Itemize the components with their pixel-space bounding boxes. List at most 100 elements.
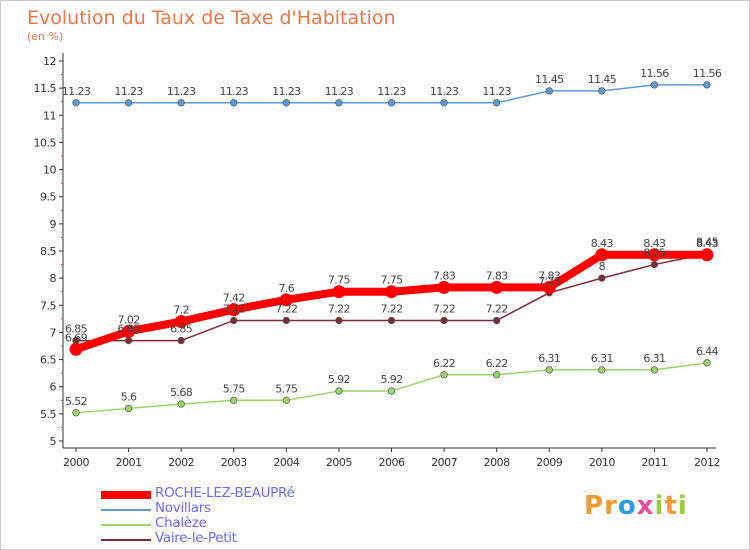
y-tick-label: 11 [43, 109, 56, 122]
data-point [650, 366, 659, 374]
data-point [440, 316, 448, 325]
y-tick-label: 5 [50, 435, 57, 448]
data-label: 11.23 [272, 85, 301, 98]
x-tick-label: 2010 [589, 456, 615, 469]
data-label: 7.6 [278, 282, 294, 295]
data-label: 5.6 [121, 390, 137, 403]
data-label: 7.83 [433, 269, 456, 282]
data-point [230, 99, 238, 107]
data-label: 7.22 [328, 302, 350, 315]
data-label: 8.43 [591, 237, 614, 250]
y-tick-label: 9 [50, 218, 57, 231]
data-label: 7.22 [223, 302, 245, 315]
data-point [124, 404, 133, 413]
data-label: 6.85 [65, 323, 88, 336]
data-label: 6.85 [170, 323, 193, 336]
logo-letter: i [677, 491, 688, 521]
data-point [387, 387, 396, 395]
data-label: 5.52 [65, 395, 87, 408]
data-label: 8.43 [696, 237, 719, 250]
data-point [493, 316, 501, 325]
x-tick-label: 2008 [484, 456, 510, 469]
data-label: 5.68 [170, 386, 193, 399]
data-point [230, 316, 238, 325]
data-point [335, 99, 343, 107]
x-tick-label: 2005 [326, 456, 352, 469]
legend-label: ROCHE-LEZ-BEAUPRé [155, 485, 295, 501]
data-point [230, 396, 238, 404]
data-label: 6.69 [65, 331, 88, 344]
data-label: 7.75 [380, 274, 403, 287]
y-axis-unit: (en %) [27, 30, 64, 43]
data-label: 11.23 [114, 85, 143, 98]
x-tick-label: 2009 [536, 456, 562, 469]
y-tick-label: 7.5 [40, 299, 56, 312]
data-point [282, 316, 290, 325]
data-label: 11.23 [430, 85, 459, 98]
data-point [493, 99, 501, 107]
data-point [440, 371, 448, 379]
data-point [177, 99, 185, 107]
data-point [490, 280, 504, 294]
data-point [700, 248, 714, 262]
data-label: 6.22 [486, 357, 508, 370]
data-point [72, 99, 80, 107]
x-tick-label: 2002 [168, 456, 194, 469]
data-point [595, 248, 609, 262]
logo: Proxiti [584, 491, 688, 521]
data-label: 6.31 [643, 352, 665, 365]
data-point [335, 387, 343, 395]
legend-label: Novillars [155, 500, 211, 516]
data-point [493, 371, 501, 379]
data-point [703, 81, 711, 89]
data-label: 7.83 [538, 269, 561, 282]
data-point [227, 303, 241, 317]
data-label: 6.22 [433, 357, 455, 370]
legend-swatch [101, 524, 151, 526]
data-point [332, 285, 346, 299]
data-point [703, 359, 711, 367]
legend-label: Chalèze [155, 515, 207, 531]
y-tick-label: 5.5 [40, 408, 56, 421]
x-tick-label: 2000 [63, 456, 89, 469]
data-label: 11.23 [220, 85, 249, 98]
logo-letter: x [636, 491, 655, 521]
data-point [124, 336, 133, 345]
legend-swatch [101, 509, 151, 511]
data-point [282, 396, 290, 404]
legend-swatch [101, 491, 151, 499]
data-label: 7.22 [275, 302, 297, 315]
data-point [72, 409, 80, 417]
data-label: 7.22 [433, 302, 455, 315]
data-point [647, 248, 661, 262]
data-point [598, 366, 606, 374]
data-point [437, 280, 451, 294]
data-label: 11.45 [588, 73, 617, 86]
chart-title: Evolution du Taux de Taxe d'Habitation [27, 7, 396, 29]
data-point [650, 81, 659, 89]
data-point [335, 316, 343, 325]
data-point [387, 316, 396, 325]
data-label: 7.42 [223, 292, 245, 305]
x-tick-label: 2004 [273, 456, 299, 469]
data-label: 6.85 [118, 323, 141, 336]
data-label: 7.22 [380, 302, 402, 315]
x-tick-label: 2001 [116, 456, 142, 469]
x-tick-label: 2007 [431, 456, 457, 469]
y-tick-label: 12 [43, 55, 56, 68]
y-tick-label: 9.5 [40, 191, 56, 204]
data-point [124, 99, 133, 107]
data-label: 11.23 [325, 85, 354, 98]
data-label: 11.56 [693, 67, 722, 80]
data-point [177, 400, 185, 408]
data-label: 11.23 [377, 85, 406, 98]
data-point [598, 274, 606, 282]
logo-letter: t [664, 491, 678, 521]
data-point [542, 280, 556, 294]
y-tick-label: 8 [50, 272, 57, 285]
data-label: 5.92 [328, 373, 350, 386]
data-point [282, 99, 290, 107]
legend-label: Vaire-le-Petit [155, 530, 237, 546]
